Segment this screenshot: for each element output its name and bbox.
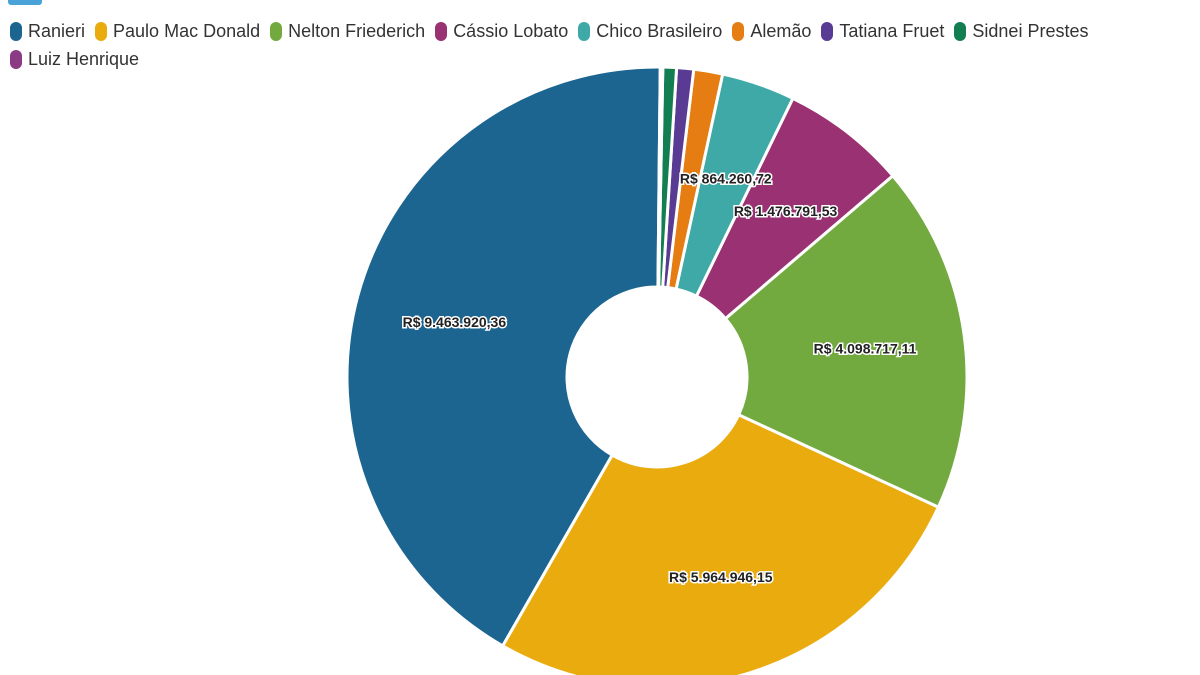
legend-swatch [95, 21, 108, 41]
legend-item-1[interactable]: Paulo Mac Donald [95, 20, 260, 42]
legend-item-7[interactable]: Sidnei Prestes [954, 20, 1088, 42]
slice-label-2: R$ 4.098.717,11 [814, 340, 917, 356]
legend-swatch [10, 21, 22, 41]
slice-labels: R$ 9.463.920,36 R$ 5.964.946,15 R$ 4.098.7… [401, 169, 918, 587]
donut-slice-4[interactable] [674, 72, 795, 298]
donut-slice-2[interactable] [723, 174, 969, 509]
legend-item-3[interactable]: Cássio Lobato [435, 20, 568, 42]
legend-item-5[interactable]: Alemão [732, 20, 811, 42]
legend-label: Cássio Lobato [453, 21, 569, 41]
legend-label: Nelton Friederich [288, 21, 426, 41]
legend-swatch [578, 21, 591, 41]
donut-slice-8[interactable] [656, 65, 665, 289]
slice-label-3: R$ 1.476.791,53 [734, 203, 838, 219]
donut-slice-0[interactable] [345, 65, 662, 648]
legend-swatch [954, 21, 967, 41]
legend-label: Ranieri [28, 21, 86, 41]
legend-label: Tatiana Fruet [839, 21, 945, 41]
donut-slice-7[interactable] [657, 65, 679, 289]
donut-slice-3[interactable] [694, 96, 895, 321]
slice-label-1: R$ 5.964.946,15 [669, 569, 773, 585]
legend-item-8[interactable]: Luiz Henrique [10, 48, 139, 70]
legend-swatch [10, 49, 22, 69]
legend-label: Chico Brasileiro [596, 21, 723, 41]
legend-label: Paulo Mac Donald [113, 21, 261, 41]
top-accent-bar [8, 0, 42, 5]
legend-label: Luiz Henrique [28, 49, 140, 69]
slice-label-0: R$ 9.463.920,36 [403, 314, 507, 330]
chart-legend: Ranieri Paulo Mac Donald Nelton Friederich… [10, 20, 1190, 70]
donut-slice-1[interactable] [501, 413, 940, 675]
legend-label: Sidnei Prestes [972, 21, 1089, 41]
legend-swatch [435, 21, 448, 41]
legend-swatch [732, 21, 745, 41]
legend-label: Alemão [750, 21, 812, 41]
legend-item-0[interactable]: Ranieri [10, 20, 85, 42]
legend-swatch [821, 21, 834, 41]
donut-slice-5[interactable] [666, 67, 725, 291]
donut-slice-6[interactable] [661, 66, 696, 290]
slice-label-4: R$ 864.260,72 [680, 171, 772, 187]
legend-item-6[interactable]: Tatiana Fruet [821, 20, 944, 42]
legend-swatch [270, 21, 283, 41]
legend-item-4[interactable]: Chico Brasileiro [578, 20, 722, 42]
legend-item-2[interactable]: Nelton Friederich [270, 20, 425, 42]
